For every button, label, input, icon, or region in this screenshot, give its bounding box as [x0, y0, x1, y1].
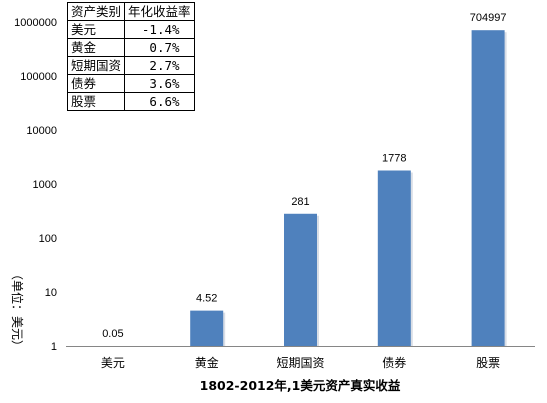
bars [190, 30, 507, 347]
table-header-row: 资产类别 年化收益率 [66, 2, 195, 21]
asset-name: 黄金 [66, 38, 126, 57]
annual-return: 2.7% [124, 56, 195, 75]
y-tick-label: 1000000 [14, 17, 57, 29]
annual-return: 6.6% [124, 92, 195, 111]
x-axis-title: 1802-2012年,1美元资产真实收益 [200, 378, 401, 393]
annual-return: 0.7% [124, 38, 195, 57]
table-row: 股票 6.6% [66, 92, 195, 111]
y-axis-title: （单位：美元） [10, 268, 25, 352]
header-asset-class: 资产类别 [66, 2, 126, 21]
asset-name: 股票 [66, 92, 126, 111]
y-tick-label: 10 [45, 287, 57, 299]
y-tick-label: 10000 [26, 125, 57, 137]
y-tick-label: 100 [39, 233, 57, 245]
asset-name: 美元 [66, 20, 126, 39]
table-row: 美元 -1.4% [66, 20, 195, 39]
asset-name: 短期国资 [66, 56, 126, 75]
data-label: 1778 [382, 153, 406, 165]
y-axis-ticks: 1 10 100 1000 10000 100000 1000000 [14, 17, 57, 353]
bar [284, 213, 317, 346]
bar [377, 170, 411, 346]
category-labels: 美元 黄金 短期国资 债券 股票 [101, 355, 500, 370]
asset-name: 债券 [66, 74, 126, 93]
table-row: 短期国资 2.7% [66, 56, 195, 75]
annual-return: -1.4% [124, 20, 195, 39]
data-label: 4.52 [196, 293, 217, 305]
bar [190, 310, 224, 346]
category-label: 美元 [101, 356, 125, 370]
data-label: 0.05 [102, 328, 123, 340]
category-label: 股票 [476, 356, 500, 370]
annual-return-table: 资产类别 年化收益率 美元 -1.4% 黄金 0.7% 短期国资 2.7% 债券… [66, 2, 195, 111]
table-row: 黄金 0.7% [66, 38, 195, 57]
data-label: 281 [291, 196, 309, 208]
category-label: 债券 [382, 355, 406, 370]
header-annual-return: 年化收益率 [124, 2, 195, 21]
y-tick-label: 100000 [20, 71, 57, 83]
annual-return: 3.6% [124, 74, 195, 93]
y-tick-label: 1 [51, 341, 57, 353]
category-label: 短期国资 [276, 356, 324, 370]
bar [471, 30, 505, 347]
table-row: 债券 3.6% [66, 74, 195, 93]
data-label: 704997 [470, 12, 507, 24]
category-label: 黄金 [195, 355, 219, 370]
y-tick-label: 1000 [33, 179, 57, 191]
data-labels: 0.05 4.52 281 1778 704997 [102, 12, 506, 340]
